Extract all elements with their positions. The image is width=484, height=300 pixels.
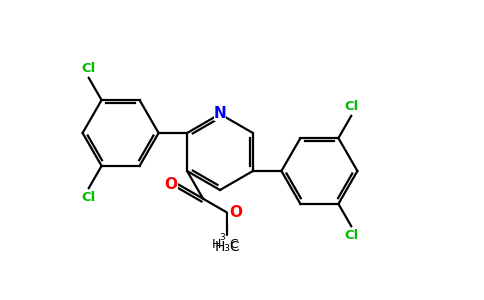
Text: H₃C: H₃C xyxy=(214,240,240,254)
Text: O: O xyxy=(229,205,242,220)
Text: Cl: Cl xyxy=(81,191,96,204)
Text: Cl: Cl xyxy=(344,100,359,112)
Text: N: N xyxy=(213,106,227,121)
Text: C: C xyxy=(229,238,238,251)
Text: H: H xyxy=(212,238,221,251)
Text: Cl: Cl xyxy=(81,61,96,75)
Text: O: O xyxy=(164,177,177,192)
Text: 3: 3 xyxy=(220,233,226,242)
Text: Cl: Cl xyxy=(344,230,359,242)
